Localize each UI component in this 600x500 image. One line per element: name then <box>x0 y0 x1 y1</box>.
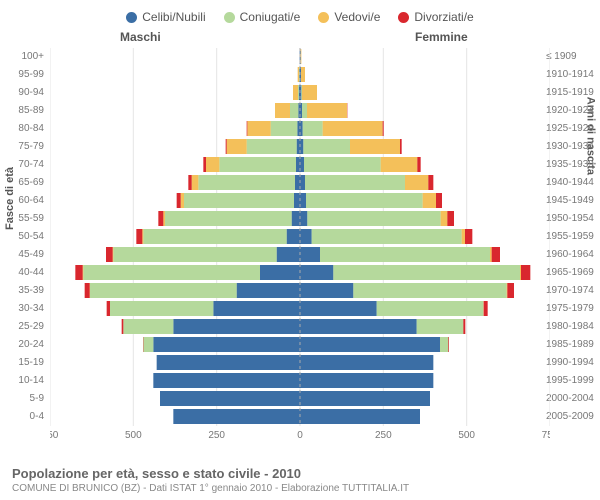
age-tick: 60-64 <box>0 192 50 210</box>
legend-swatch <box>398 12 409 23</box>
age-tick: 95-99 <box>0 66 50 84</box>
age-labels: 100+95-9990-9485-8980-8475-7970-7465-696… <box>0 48 50 426</box>
legend-label: Divorziati/e <box>414 10 473 24</box>
age-tick: 55-59 <box>0 210 50 228</box>
age-tick: 90-94 <box>0 84 50 102</box>
age-tick: 75-79 <box>0 138 50 156</box>
chart-title: Popolazione per età, sesso e stato civil… <box>12 466 588 481</box>
age-tick: 65-69 <box>0 174 50 192</box>
age-tick: 10-14 <box>0 372 50 390</box>
chart-source: COMUNE DI BRUNICO (BZ) - Dati ISTAT 1° g… <box>12 483 588 494</box>
legend-label: Coniugati/e <box>240 10 301 24</box>
legend-label: Vedovi/e <box>334 10 380 24</box>
legend-item: Celibi/Nubili <box>126 10 205 24</box>
legend: Celibi/Nubili Coniugati/e Vedovi/e Divorzia… <box>0 0 600 28</box>
age-tick: 25-29 <box>0 318 50 336</box>
legend-swatch <box>224 12 235 23</box>
legend-item: Vedovi/e <box>318 10 380 24</box>
legend-item: Divorziati/e <box>398 10 473 24</box>
age-tick: 45-49 <box>0 246 50 264</box>
population-pyramid: 750 500 250 0 250 500 750 <box>50 48 550 441</box>
age-tick: 70-74 <box>0 156 50 174</box>
age-tick: 5-9 <box>0 390 50 408</box>
svg-text:500: 500 <box>125 430 142 441</box>
legend-swatch <box>126 12 137 23</box>
chart-footer: Popolazione per età, sesso e stato civil… <box>12 466 588 494</box>
svg-text:500: 500 <box>458 430 475 441</box>
svg-text:750: 750 <box>50 430 59 441</box>
svg-text:250: 250 <box>208 430 225 441</box>
legend-label: Celibi/Nubili <box>142 10 205 24</box>
age-tick: 35-39 <box>0 282 50 300</box>
label-female: Femmine <box>415 30 468 44</box>
svg-text:750: 750 <box>542 430 550 441</box>
age-tick: 100+ <box>0 48 50 66</box>
age-tick: 30-34 <box>0 300 50 318</box>
svg-text:0: 0 <box>297 430 303 441</box>
svg-text:250: 250 <box>375 430 392 441</box>
age-tick: 15-19 <box>0 354 50 372</box>
legend-swatch <box>318 12 329 23</box>
age-tick: 50-54 <box>0 228 50 246</box>
age-tick: 80-84 <box>0 120 50 138</box>
label-male: Maschi <box>120 30 161 44</box>
age-tick: 85-89 <box>0 102 50 120</box>
age-tick: 20-24 <box>0 336 50 354</box>
age-tick: 40-44 <box>0 264 50 282</box>
age-tick: 0-4 <box>0 408 50 426</box>
legend-item: Coniugati/e <box>224 10 301 24</box>
